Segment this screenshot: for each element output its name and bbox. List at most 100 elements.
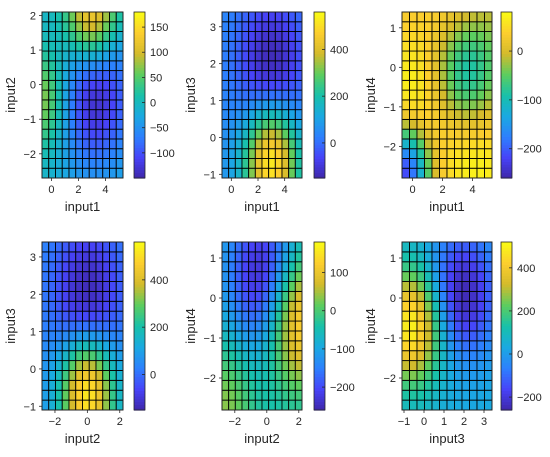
heatmap-cell bbox=[61, 109, 70, 120]
heatmap-cell bbox=[228, 118, 236, 130]
heatmap-cell bbox=[68, 399, 77, 411]
heatmap-cell bbox=[88, 60, 97, 72]
heatmap-cell bbox=[115, 399, 124, 411]
heatmap-cell bbox=[248, 379, 256, 391]
heatmap-cell bbox=[241, 261, 250, 273]
colorbar-segment bbox=[314, 253, 325, 257]
heatmap-cell bbox=[268, 60, 276, 72]
heatmap-cell bbox=[102, 370, 110, 381]
colorbar-segment bbox=[134, 387, 145, 391]
heatmap-cell bbox=[221, 310, 230, 322]
colorbar-segment bbox=[134, 67, 145, 71]
heatmap-cell bbox=[82, 360, 90, 371]
heatmap-cell bbox=[461, 360, 470, 371]
colorbar-segment bbox=[501, 100, 512, 104]
heatmap-cell bbox=[268, 128, 276, 140]
colorbar-segment bbox=[314, 64, 325, 68]
colorbar-tick-label: 100 bbox=[330, 268, 348, 280]
heatmap-cell bbox=[221, 11, 230, 23]
heatmap-cell bbox=[281, 330, 290, 342]
heatmap-cell bbox=[469, 109, 478, 120]
heatmap-cell bbox=[294, 360, 303, 371]
heatmap-cell bbox=[68, 310, 77, 322]
heatmap-cell bbox=[115, 290, 124, 302]
heatmap-cell bbox=[88, 389, 97, 401]
heatmap-cell bbox=[294, 399, 303, 411]
colorbar-segment bbox=[501, 56, 512, 60]
colorbar-segment bbox=[314, 164, 325, 168]
heatmap-cell bbox=[476, 138, 485, 150]
heatmap-cell bbox=[431, 109, 440, 120]
heatmap-cell bbox=[109, 370, 117, 381]
colorbar-segment bbox=[501, 270, 512, 274]
heatmap-cell bbox=[261, 320, 270, 332]
heatmap-cell bbox=[234, 31, 243, 42]
heatmap-cell bbox=[274, 340, 283, 352]
colorbar-segment bbox=[134, 81, 145, 85]
heatmap-cell bbox=[241, 138, 250, 150]
heatmap-cell bbox=[95, 118, 104, 130]
colorbar-segment bbox=[501, 401, 512, 405]
heatmap-cell bbox=[454, 109, 463, 120]
heatmap-cell bbox=[109, 310, 117, 322]
heatmap-cell bbox=[476, 167, 485, 179]
heatmap-cell bbox=[82, 271, 90, 282]
heatmap-cell bbox=[41, 60, 50, 72]
heatmap-cell bbox=[109, 89, 117, 101]
colorbar-segment bbox=[134, 323, 145, 327]
heatmap-cell bbox=[75, 79, 83, 91]
heatmap-cell bbox=[55, 40, 63, 52]
heatmap-cell bbox=[476, 60, 485, 72]
heatmap-cell bbox=[109, 261, 117, 273]
heatmap-cell bbox=[439, 310, 448, 322]
heatmap-cell bbox=[416, 158, 425, 169]
heatmap-cell bbox=[41, 167, 50, 179]
heatmap-cell bbox=[416, 360, 425, 371]
heatmap-cell bbox=[75, 128, 83, 140]
heatmap-cell bbox=[48, 320, 56, 332]
heatmap-cell bbox=[281, 148, 290, 159]
colorbar-segment bbox=[134, 175, 145, 179]
heatmap-cell bbox=[88, 290, 97, 302]
heatmap-cell bbox=[288, 310, 296, 322]
heatmap-cell bbox=[261, 31, 270, 42]
heatmap-cell bbox=[274, 109, 283, 120]
heatmap-cell bbox=[48, 389, 56, 401]
heatmap-cell bbox=[241, 89, 250, 101]
colorbar-segment bbox=[134, 34, 145, 38]
heatmap-cell bbox=[254, 261, 263, 273]
heatmap-cell bbox=[401, 290, 410, 302]
heatmap-cell bbox=[61, 79, 70, 91]
heatmap-cell bbox=[439, 79, 448, 91]
heatmap-cell bbox=[75, 281, 83, 292]
heatmap-cell bbox=[476, 350, 485, 362]
heatmap-cell bbox=[469, 70, 478, 81]
heatmap-cell bbox=[248, 300, 256, 312]
heatmap-cell bbox=[281, 389, 290, 401]
heatmap-cell bbox=[469, 128, 478, 140]
heatmap-cell bbox=[75, 360, 83, 371]
colorbar-segment bbox=[501, 172, 512, 176]
heatmap-cell bbox=[102, 70, 110, 81]
heatmap-cell bbox=[95, 241, 104, 253]
heatmap-cell bbox=[234, 50, 243, 62]
heatmap-cell bbox=[401, 281, 410, 292]
heatmap-cell bbox=[241, 31, 250, 42]
colorbar-segment bbox=[134, 376, 145, 380]
heatmap-cell bbox=[416, 290, 425, 302]
heatmap-cell bbox=[424, 320, 433, 332]
heatmap-cell bbox=[288, 40, 296, 52]
heatmap-cell bbox=[431, 251, 440, 263]
colorbar-segment bbox=[501, 70, 512, 74]
heatmap-cell bbox=[281, 310, 290, 322]
heatmap-cell bbox=[48, 70, 56, 81]
heatmap-cell bbox=[281, 290, 290, 302]
heatmap-cell bbox=[469, 89, 478, 101]
heatmap-cell bbox=[228, 40, 236, 52]
colorbar-segment bbox=[134, 317, 145, 321]
heatmap-cell bbox=[484, 148, 493, 159]
heatmap-cell bbox=[75, 271, 83, 282]
heatmap-cell bbox=[439, 89, 448, 101]
heatmap-cell bbox=[454, 310, 463, 322]
heatmap-cell bbox=[409, 167, 418, 179]
